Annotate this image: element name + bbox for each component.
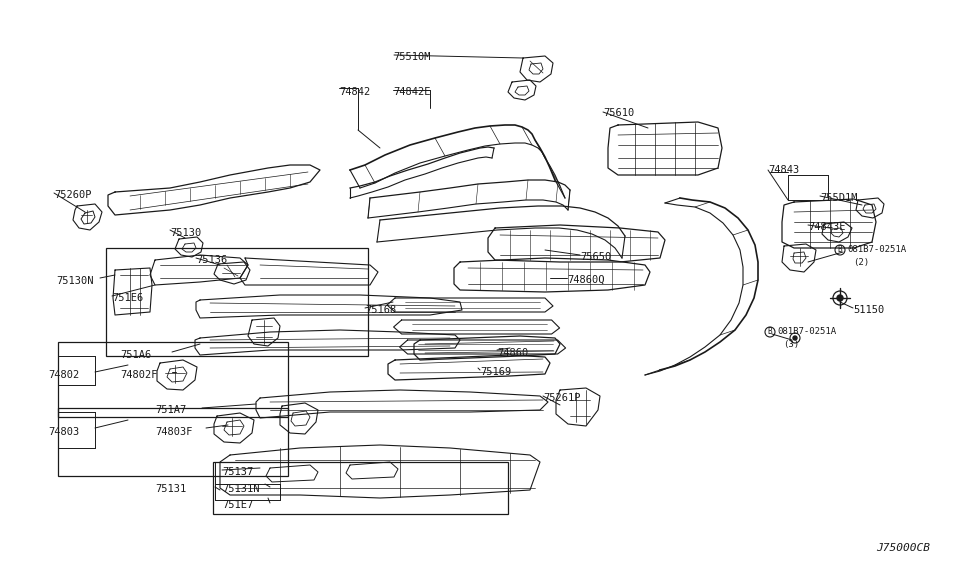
Text: 751E6: 751E6 <box>112 293 143 303</box>
Text: 75131N: 75131N <box>222 484 259 494</box>
Text: 74860: 74860 <box>497 348 528 358</box>
Text: 75130: 75130 <box>170 228 201 238</box>
Text: 75650: 75650 <box>580 252 611 262</box>
Text: 74842E: 74842E <box>393 87 431 97</box>
Text: 751A6: 751A6 <box>120 350 151 360</box>
Text: 75610: 75610 <box>603 108 635 118</box>
Text: 081B7-0251A: 081B7-0251A <box>847 246 906 255</box>
Text: 081B7-0251A: 081B7-0251A <box>777 328 837 337</box>
Text: 755D1M: 755D1M <box>820 193 857 203</box>
Text: 74802: 74802 <box>48 370 79 380</box>
Bar <box>58 408 288 476</box>
Bar <box>106 248 368 356</box>
Text: 75260P: 75260P <box>54 190 92 200</box>
Text: (3): (3) <box>783 340 800 349</box>
Text: 75169: 75169 <box>480 367 511 377</box>
Text: J75000CB: J75000CB <box>876 543 930 553</box>
Circle shape <box>837 295 843 301</box>
Text: 751E7: 751E7 <box>222 500 254 510</box>
Text: (2): (2) <box>853 258 869 267</box>
Text: 75131: 75131 <box>155 484 186 494</box>
Text: 51150: 51150 <box>853 305 884 315</box>
Text: 74843: 74843 <box>768 165 800 175</box>
Text: 75510M: 75510M <box>393 52 431 62</box>
Text: 75261P: 75261P <box>543 393 580 403</box>
Text: 74860Q: 74860Q <box>567 275 604 285</box>
Text: 74843E: 74843E <box>808 222 845 232</box>
Text: B: B <box>838 246 842 255</box>
Text: 75168: 75168 <box>365 305 396 315</box>
Text: 75137: 75137 <box>222 467 254 477</box>
Text: 74803F: 74803F <box>155 427 192 437</box>
Text: 75136: 75136 <box>196 255 227 265</box>
Text: 74842: 74842 <box>339 87 370 97</box>
Text: 74803: 74803 <box>48 427 79 437</box>
Circle shape <box>793 336 797 340</box>
Text: 751A7: 751A7 <box>155 405 186 415</box>
Text: B: B <box>767 328 772 337</box>
Text: 74802F: 74802F <box>120 370 158 380</box>
Bar <box>213 462 508 514</box>
Bar <box>58 342 288 417</box>
Text: 75130N: 75130N <box>56 276 94 286</box>
